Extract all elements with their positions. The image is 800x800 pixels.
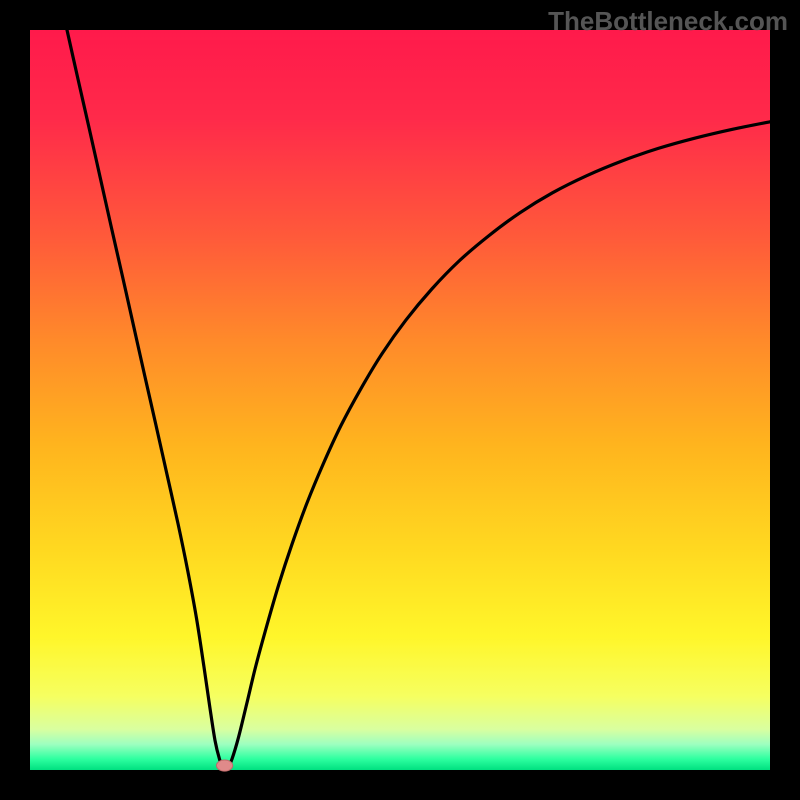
chart-container: TheBottleneck.com bbox=[0, 0, 800, 800]
minimum-marker bbox=[216, 760, 232, 771]
chart-svg bbox=[0, 0, 800, 800]
gradient-background bbox=[30, 30, 770, 770]
